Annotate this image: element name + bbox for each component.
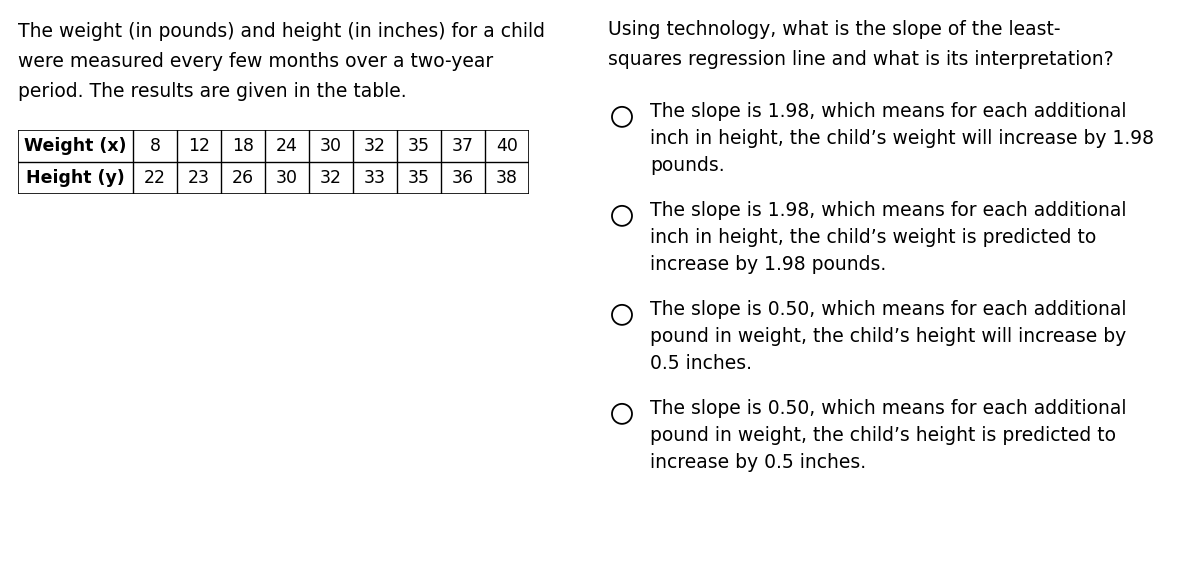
Text: 30: 30 [320,137,342,155]
Text: inch in height, the child’s weight will increase by 1.98: inch in height, the child’s weight will … [650,129,1154,148]
Text: 36: 36 [452,169,474,187]
Text: 32: 32 [320,169,342,187]
Text: 30: 30 [276,169,298,187]
Text: inch in height, the child’s weight is predicted to: inch in height, the child’s weight is pr… [650,228,1097,247]
Text: 8: 8 [150,137,161,155]
Text: 35: 35 [408,169,430,187]
Text: Using technology, what is the slope of the least-: Using technology, what is the slope of t… [608,20,1061,39]
Text: 12: 12 [188,137,210,155]
Text: Weight (x): Weight (x) [24,137,127,155]
Text: The slope is 0.50, which means for each additional: The slope is 0.50, which means for each … [650,300,1127,319]
Text: were measured every few months over a two-year: were measured every few months over a tw… [18,52,493,71]
Text: pounds.: pounds. [650,156,725,175]
Text: 40: 40 [496,137,518,155]
Text: 32: 32 [364,137,386,155]
Text: 23: 23 [188,169,210,187]
Text: The weight (in pounds) and height (in inches) for a child: The weight (in pounds) and height (in in… [18,22,545,41]
Text: 24: 24 [276,137,298,155]
Text: increase by 1.98 pounds.: increase by 1.98 pounds. [650,255,887,274]
Text: The slope is 1.98, which means for each additional: The slope is 1.98, which means for each … [650,201,1127,220]
Text: The slope is 1.98, which means for each additional: The slope is 1.98, which means for each … [650,102,1127,121]
Text: 26: 26 [232,169,254,187]
Text: 18: 18 [232,137,254,155]
Text: pound in weight, the child’s height will increase by: pound in weight, the child’s height will… [650,327,1127,346]
Text: 37: 37 [452,137,474,155]
Text: 22: 22 [144,169,166,187]
Text: period. The results are given in the table.: period. The results are given in the tab… [18,82,407,101]
Text: squares regression line and what is its interpretation?: squares regression line and what is its … [608,50,1114,69]
Text: increase by 0.5 inches.: increase by 0.5 inches. [650,453,866,472]
Text: 33: 33 [364,169,386,187]
Text: pound in weight, the child’s height is predicted to: pound in weight, the child’s height is p… [650,426,1116,445]
Text: Height (y): Height (y) [26,169,125,187]
Text: 0.5 inches.: 0.5 inches. [650,354,752,373]
Text: 35: 35 [408,137,430,155]
Text: 38: 38 [496,169,518,187]
Text: The slope is 0.50, which means for each additional: The slope is 0.50, which means for each … [650,399,1127,418]
